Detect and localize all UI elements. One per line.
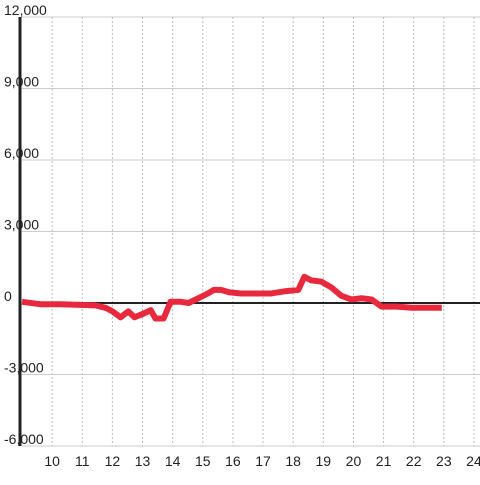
y-tick-label: -6,000 bbox=[4, 431, 44, 447]
y-tick-label: 6,000 bbox=[4, 145, 39, 161]
x-tick-label: 20 bbox=[346, 453, 362, 469]
data-line bbox=[21, 273, 442, 322]
y-tick-label: 3,000 bbox=[4, 217, 39, 233]
x-tick-label: 13 bbox=[135, 453, 151, 469]
x-tick-label: 19 bbox=[316, 453, 332, 469]
x-tick-label: 15 bbox=[195, 453, 211, 469]
x-tick-label: 24 bbox=[466, 453, 480, 469]
y-tick-label: 9,000 bbox=[4, 74, 39, 90]
x-tick-label: 14 bbox=[165, 453, 181, 469]
x-tick-label: 10 bbox=[44, 453, 60, 469]
x-tick-label: 11 bbox=[75, 453, 90, 469]
x-tick-label: 23 bbox=[436, 453, 452, 469]
x-tick-label: 12 bbox=[105, 453, 121, 469]
y-tick-label: 0 bbox=[4, 288, 12, 304]
x-tick-label: 16 bbox=[225, 453, 241, 469]
x-tick-label: 17 bbox=[255, 453, 271, 469]
x-tick-label: 22 bbox=[406, 453, 422, 469]
x-tick-label: 21 bbox=[376, 453, 392, 469]
y-tick-label: -3,000 bbox=[4, 360, 44, 376]
y-tick-label: 12,000 bbox=[4, 2, 47, 18]
x-tick-label: 18 bbox=[285, 453, 301, 469]
